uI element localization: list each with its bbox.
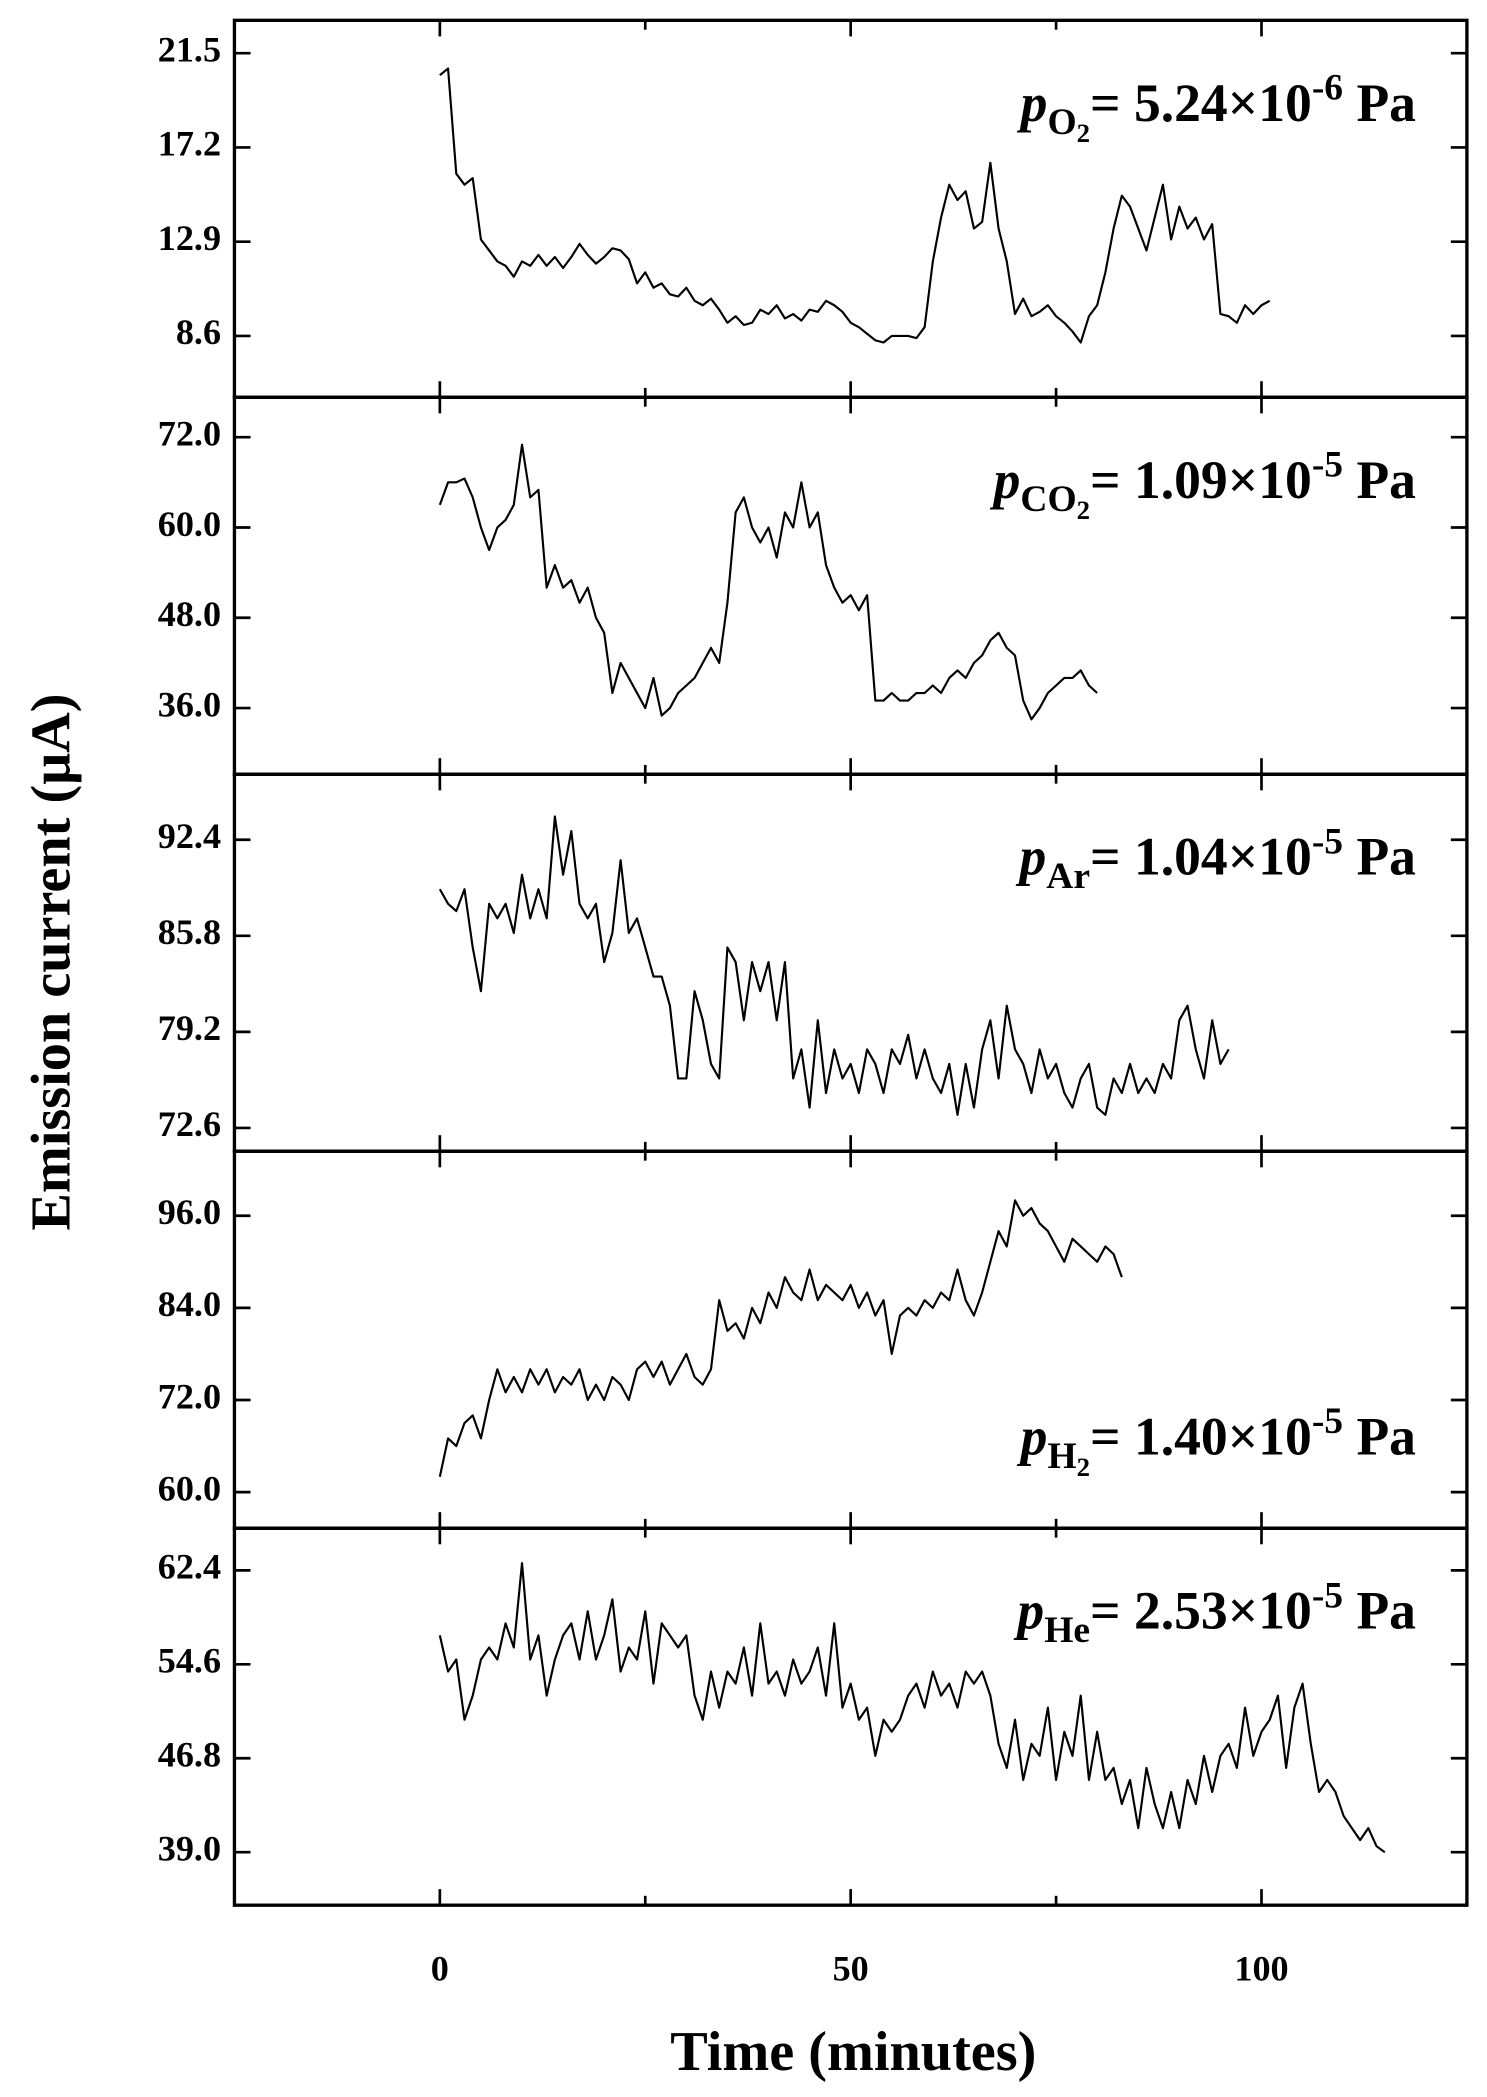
y-tick-label: 92.4 xyxy=(158,816,221,856)
annotation-species: O xyxy=(1047,102,1076,143)
annotation-symbol: p xyxy=(1017,73,1048,133)
y-tick-label: 60.0 xyxy=(158,1468,221,1508)
y-tick-label: 36.0 xyxy=(158,684,221,724)
annotation-equals: = 5.24×10 xyxy=(1090,73,1312,133)
data-line xyxy=(438,1199,1123,1478)
y-tick-label: 84.0 xyxy=(158,1284,221,1324)
annotation-exponent: -5 xyxy=(1312,821,1343,862)
y-tick-label: 8.6 xyxy=(176,312,221,352)
y-tick-label: 39.0 xyxy=(158,1829,221,1869)
annotation-equals: = 1.40×10 xyxy=(1090,1407,1312,1467)
annotation: pAr= 1.04×10-5 Pa xyxy=(1015,821,1416,897)
annotation-symbol: p xyxy=(1013,1581,1044,1641)
annotation-equals: = 2.53×10 xyxy=(1090,1581,1312,1641)
y-tick-label: 96.0 xyxy=(158,1192,221,1232)
data-line xyxy=(438,815,1230,1116)
annotation-unit: Pa xyxy=(1356,450,1416,510)
data-line xyxy=(438,443,1098,721)
annotation-exponent: -5 xyxy=(1312,444,1343,485)
y-tick-label: 79.2 xyxy=(158,1008,221,1048)
annotation-unit: Pa xyxy=(1356,827,1416,887)
y-tick-label: 12.9 xyxy=(158,218,221,258)
annotation: pO2= 5.24×10-6 Pa xyxy=(1017,67,1416,148)
y-tick-label: 72.0 xyxy=(158,1376,221,1416)
annotation-unit: Pa xyxy=(1356,73,1416,133)
annotation-species: CO xyxy=(1020,479,1076,520)
y-tick-label: 21.5 xyxy=(158,29,221,69)
x-tick-label: 100 xyxy=(1234,1948,1288,1988)
y-tick-label: 72.6 xyxy=(158,1104,221,1144)
annotation-symbol: p xyxy=(1017,1407,1048,1467)
annotation-species: H xyxy=(1047,1436,1076,1477)
y-tick-label: 54.6 xyxy=(158,1641,221,1681)
annotation-species-sub: 2 xyxy=(1077,495,1090,525)
annotation-species-sub: 2 xyxy=(1077,118,1090,148)
y-tick-label: 85.8 xyxy=(158,912,221,952)
data-line xyxy=(439,67,1271,344)
y-tick-label: 62.4 xyxy=(158,1547,221,1587)
annotation-equals: = 1.04×10 xyxy=(1090,827,1312,887)
annotation-species-sub: 2 xyxy=(1077,1452,1090,1482)
y-tick-label: 60.0 xyxy=(158,504,221,544)
y-tick-label: 48.0 xyxy=(158,594,221,634)
annotation-exponent: -5 xyxy=(1312,1401,1343,1442)
y-tick-label: 72.0 xyxy=(158,413,221,453)
annotation-equals: = 1.09×10 xyxy=(1090,450,1312,510)
annotation: pHe= 2.53×10-5 Pa xyxy=(1013,1575,1416,1651)
annotation-exponent: -6 xyxy=(1312,67,1343,108)
x-tick-label: 50 xyxy=(833,1948,869,1988)
annotation: pH2= 1.40×10-5 Pa xyxy=(1017,1401,1416,1482)
y-axis-label: Emission current (μA) xyxy=(21,694,83,1231)
annotation: pCO2= 1.09×10-5 Pa xyxy=(990,444,1416,525)
annotation-species: He xyxy=(1044,1610,1090,1651)
panel-frame xyxy=(232,1149,1469,1530)
x-axis-label: Time (minutes) xyxy=(670,2021,1036,2083)
annotation-exponent: -5 xyxy=(1312,1575,1343,1616)
data-line xyxy=(438,1562,1386,1854)
annotation-unit: Pa xyxy=(1356,1407,1416,1467)
y-tick-label: 17.2 xyxy=(158,124,221,164)
annotation-symbol: p xyxy=(1015,827,1046,887)
annotation-symbol: p xyxy=(990,450,1021,510)
x-tick-label: 0 xyxy=(431,1948,449,1988)
y-tick-label: 46.8 xyxy=(158,1735,221,1775)
annotation-species: Ar xyxy=(1046,856,1090,897)
annotation-unit: Pa xyxy=(1356,1581,1416,1641)
